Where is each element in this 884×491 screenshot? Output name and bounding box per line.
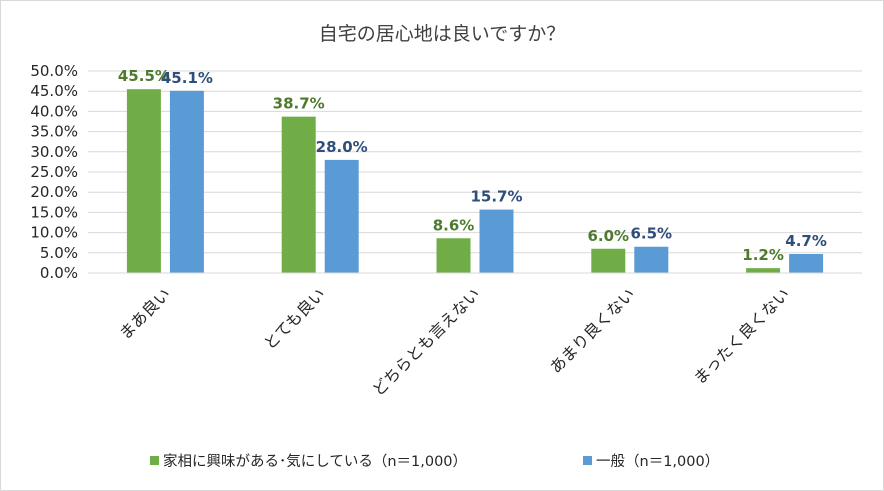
bar [591,248,626,273]
y-tick-label: 10.0% [30,224,78,242]
bar-data-labels: 45.5%45.1% 38.7% 28.0% 8.6% 15.7% 6.0% 6.5% 1.2… [118,67,827,264]
bar [324,159,359,273]
bar-value-label: 4.7% [785,232,827,250]
y-tick-label: 40.0% [30,102,78,120]
bar-value-label: 1.2% [742,246,784,264]
bar-value-label: 15.7% [470,188,522,206]
y-axis-ticks: 0.0% 5.0% 10.0% 15.0% 20.0% 25.0% 30.0% 35.0% 40… [30,62,78,282]
y-tick-label: 5.0% [40,244,78,262]
legend-swatch [150,456,159,465]
legend-label: 一般（n＝1,000） [596,453,719,470]
bar-value-label: 38.7% [273,95,325,113]
x-category-label: あまり良くない [546,284,639,377]
bar-value-label: 45.5% [118,67,170,85]
x-category-label: どちらとも言えない [369,284,484,399]
chart-title: 自宅の居心地は良いですか？ [319,23,565,45]
x-category-label: まあ良い [116,284,175,343]
y-tick-label: 0.0% [40,264,78,282]
bar [789,254,824,273]
legend-label: 家相に興味がある･気にしている（n＝1,000） [163,453,467,470]
x-axis-categories: まあ良い とても良い どちらとも言えない あまり良くない まったく良くない [116,284,794,399]
bar-value-label: 6.5% [630,225,672,243]
bar-value-label: 8.6% [433,216,475,234]
gridlines [88,70,862,254]
y-tick-label: 35.0% [30,123,78,141]
y-tick-label: 30.0% [30,143,78,161]
legend-swatch [583,456,592,465]
bar [479,209,514,273]
legend: 家相に興味がある･気にしている（n＝1,000） 一般（n＝1,000） [150,453,719,470]
bar-value-label: 28.0% [316,138,368,156]
bar-value-label: 45.1% [161,69,213,87]
y-tick-label: 15.0% [30,203,78,221]
bars [126,89,824,274]
y-tick-label: 25.0% [30,163,78,181]
bar [169,90,204,274]
bar [746,268,781,273]
bar-value-label: 6.0% [587,227,629,245]
x-category-label: とても良い [260,284,329,353]
bar [436,238,471,273]
y-tick-label: 20.0% [30,183,78,201]
bar [634,246,669,273]
bar [281,116,316,273]
y-tick-label: 50.0% [30,62,78,80]
x-category-label: まったく良くない [690,284,794,388]
bar [126,89,161,274]
y-tick-label: 45.0% [30,82,78,100]
